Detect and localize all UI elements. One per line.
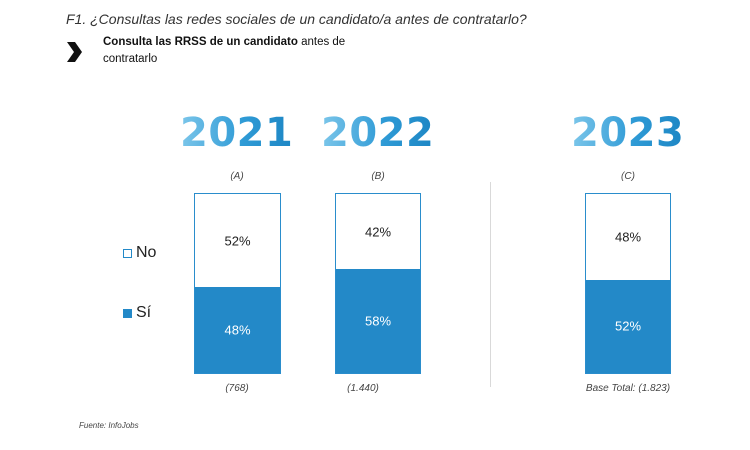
bar-segment-no: [336, 194, 420, 270]
data-label-si: 52%: [614, 318, 642, 334]
base-label: Base Total: (1.823): [585, 383, 671, 394]
bar-segment-si: [336, 269, 420, 373]
chart-subtitle: Consulta las RRSS de un candidato antes …: [103, 34, 403, 68]
bar-segment-si: [195, 287, 280, 373]
legend-item-no: No: [123, 244, 156, 262]
divider: [490, 182, 491, 387]
stacked-bar: 48% 52%: [585, 193, 671, 374]
source-note: Fuente: InfoJobs: [79, 421, 139, 430]
base-label: (1.440): [347, 383, 379, 394]
legend-item-si: Sí: [123, 304, 151, 322]
stacked-bar: 52% 48%: [194, 193, 281, 374]
legend-swatch-si: [123, 308, 132, 318]
year-label: 2021: [180, 110, 294, 156]
legend-label-si: Sí: [136, 304, 152, 321]
data-label-no: 42%: [364, 224, 392, 240]
data-label-si: 48%: [224, 322, 251, 338]
bar-segment-si: [586, 279, 670, 373]
data-label-no: 52%: [224, 233, 251, 249]
chevron-right-icon: [67, 42, 82, 62]
stacked-bar: 42% 58%: [335, 193, 421, 374]
subtitle-line2: contratarlo: [103, 53, 158, 65]
legend-swatch-no: [123, 248, 132, 258]
bar-segment-no: [195, 194, 280, 288]
subtitle-bold: Consulta las RRSS de un candidato: [103, 36, 298, 48]
subtitle-rest: antes de: [297, 36, 346, 48]
category-letter: (C): [621, 171, 635, 182]
data-label-si: 58%: [364, 313, 392, 329]
year-label: 2023: [571, 110, 685, 156]
question-title: F1. ¿Consultas las redes sociales de un …: [66, 11, 527, 27]
year-label: 2022: [321, 110, 435, 156]
category-letter: (A): [230, 171, 244, 182]
bar-segment-no: [586, 194, 670, 280]
category-letter: (B): [371, 171, 385, 182]
legend-label-no: No: [136, 244, 157, 261]
data-label-no: 48%: [614, 229, 642, 245]
base-label: (768): [225, 383, 249, 394]
